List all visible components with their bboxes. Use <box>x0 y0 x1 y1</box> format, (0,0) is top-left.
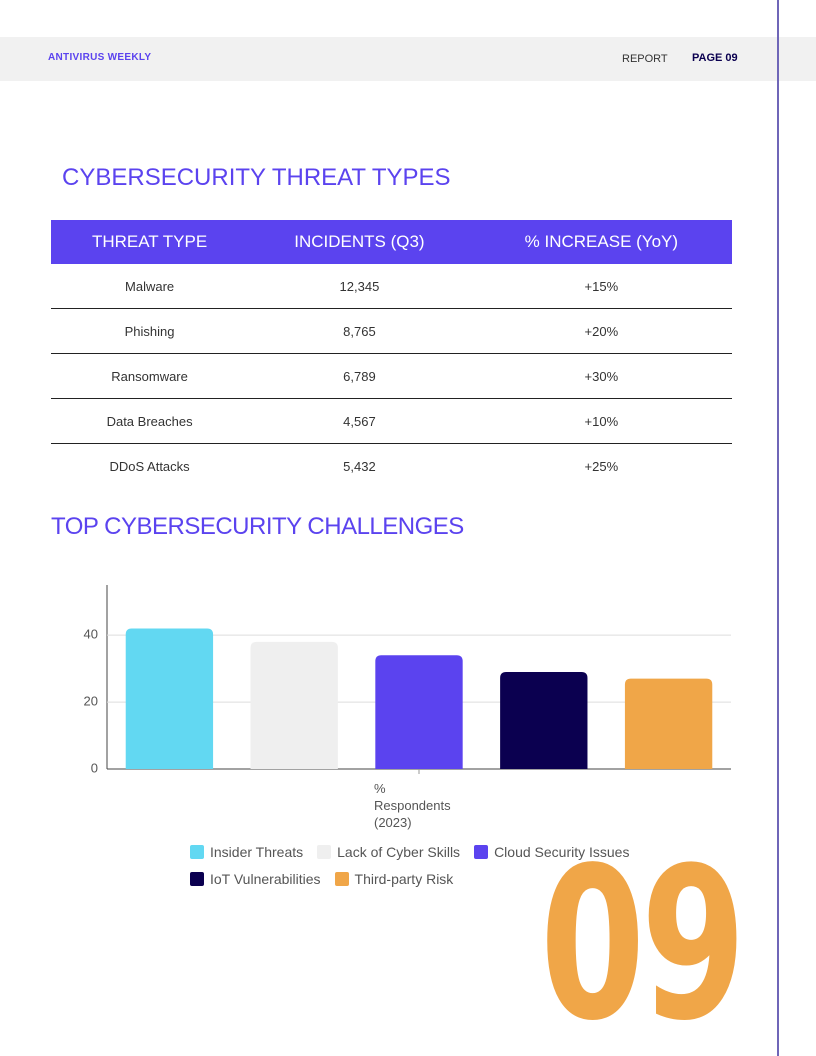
x-tick-label: % Respondents (2023) <box>374 781 451 830</box>
table-cell: Ransomware <box>51 353 249 399</box>
legend-item: IoT Vulnerabilities <box>190 870 321 888</box>
column-header: INCIDENTS (Q3) <box>248 220 471 264</box>
bar <box>250 641 338 769</box>
table-cell: 12,345 <box>248 264 471 309</box>
section: REPORT <box>622 53 668 65</box>
legend-label: IoT Vulnerabilities <box>210 871 321 887</box>
table-cell: +30% <box>470 353 732 399</box>
legend-item: Lack of Cyber Skills <box>317 843 460 861</box>
table-cell: DDoS Attacks <box>109 458 190 474</box>
table-cell: Data Breaches <box>51 398 249 444</box>
header-band <box>0 37 816 81</box>
table-row: Ransomware 6,789 +30% <box>51 353 732 399</box>
y-tick-label: 0 <box>91 760 98 775</box>
legend-item: Insider Threats <box>190 843 303 861</box>
table-cell: Malware <box>51 264 249 309</box>
table-row: Data Breaches 4,567 +10% <box>51 398 732 444</box>
margin-line <box>777 0 779 1056</box>
legend-swatch <box>474 845 489 859</box>
table-row: DDoS Attacks 5,432 +25% <box>51 444 732 489</box>
y-tick-label: 40 <box>84 627 98 642</box>
threat-table: THREAT TYPE INCIDENTS (Q3)% INCREASE (YoY… <box>51 220 732 488</box>
legend: Insider Threats Lack of Cyber Skills Cloud… <box>190 843 670 888</box>
legend-swatch <box>334 872 349 886</box>
table-cell: 6,789 <box>248 353 471 399</box>
table-cell: +10% <box>470 398 732 444</box>
legend-label: Cloud Security Issues <box>494 844 630 860</box>
table-row: Phishing 8,765 +20% <box>51 308 732 354</box>
legend-swatch <box>190 845 204 859</box>
page-label: PAGE 09 <box>692 52 738 64</box>
legend-item: Third-party Risk <box>334 870 454 888</box>
page-number: 09 <box>540 822 746 1056</box>
table-row: Malware 12,345 +15% <box>51 264 732 309</box>
bar <box>500 671 588 769</box>
chart-title: TOP CYBERSECURITY CHALLENGES <box>51 513 464 540</box>
table-cell: 5,432 <box>343 458 376 474</box>
bar <box>375 655 463 769</box>
table-cell: +15% <box>470 264 732 309</box>
legend-label: Insider Threats <box>210 844 304 860</box>
bar <box>624 678 713 769</box>
table-cell: 8,765 <box>248 308 471 354</box>
y-tick-label: 20 <box>84 694 98 709</box>
column-header: % INCREASE (YoY) <box>470 220 732 264</box>
legend-label: Third-party Risk <box>354 871 454 887</box>
column-header: THREAT TYPE <box>51 220 249 264</box>
table-title: CYBERSECURITY THREAT TYPES <box>62 164 451 191</box>
bar <box>125 628 214 769</box>
legend-label: Lack of Cyber Skills <box>337 844 461 860</box>
table-cell: +25% <box>584 458 619 474</box>
legend-swatch <box>317 845 332 859</box>
table-cell: 4,567 <box>248 398 471 444</box>
table-cell: Phishing <box>51 308 249 354</box>
brand: ANTIVIRUS WEEKLY <box>48 52 152 63</box>
legend-item: Cloud Security Issues <box>474 843 629 861</box>
table-cell: +20% <box>470 308 732 354</box>
header-row: THREAT TYPE INCIDENTS (Q3)% INCREASE (YoY… <box>51 220 732 264</box>
legend-swatch <box>190 872 204 886</box>
